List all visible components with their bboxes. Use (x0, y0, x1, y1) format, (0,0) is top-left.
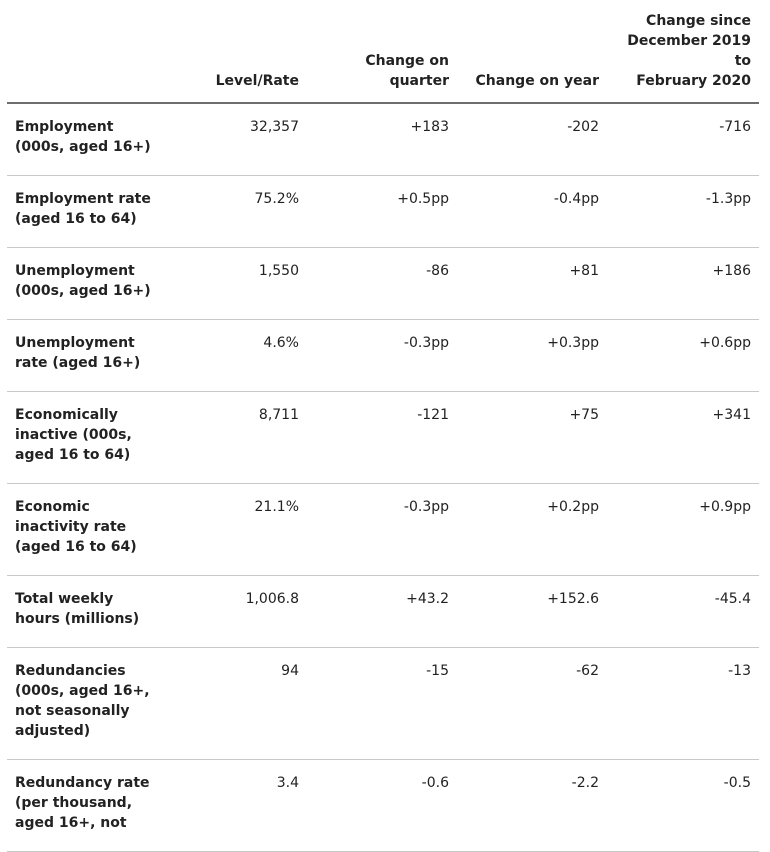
row-label: Unemployment rate (aged 16+) (7, 319, 195, 392)
table-row: Redundancy rate (per thousand, aged 16+, n… (7, 759, 759, 852)
cell-change-since: +0.9pp (607, 483, 759, 576)
cell-change-on-quarter: +0.5pp (307, 175, 457, 248)
row-label-line: Employment (15, 119, 114, 135)
cell-change-on-quarter: -0.6 (307, 759, 457, 852)
table-row: Unemployment (000s, aged 16+) 1,550 -86 +81 +… (7, 247, 759, 320)
row-label-line: adjusted) (15, 723, 91, 739)
cell-change-since: +0.6pp (607, 319, 759, 392)
header-line: Change on (365, 53, 449, 69)
cell-level-rate: 32,357 (195, 103, 307, 176)
header-change-on-quarter: Change on quarter (307, 11, 457, 104)
header-row: Level/Rate Change on quarter Change on year… (7, 11, 759, 104)
cell-change-since: -1.3pp (607, 175, 759, 248)
row-label-line: (000s, aged 16+, (15, 683, 150, 699)
row-label: Employment (000s, aged 16+) (7, 103, 195, 176)
row-label: Economic inactivity rate (aged 16 to 64) (7, 483, 195, 576)
header-metric (7, 11, 195, 104)
cell-change-since: -0.5 (607, 759, 759, 852)
header-line: February 2020 (636, 73, 751, 89)
table-row: Economic inactivity rate (aged 16 to 64) 21… (7, 483, 759, 576)
table-row: Redundancies (000s, aged 16+, not seasonal… (7, 647, 759, 760)
cell-change-on-year: +0.2pp (457, 483, 607, 576)
cell-change-on-quarter: -0.3pp (307, 319, 457, 392)
row-label-line: inactive (000s, (15, 427, 132, 443)
row-label-line: Economically (15, 407, 118, 423)
row-label-line: (000s, aged 16+) (15, 283, 151, 299)
cell-change-on-year: +75 (457, 391, 607, 484)
cell-change-on-year: +0.3pp (457, 319, 607, 392)
header-line: Change on year (475, 73, 599, 89)
row-label-line: Redundancy rate (15, 775, 150, 791)
row-label-line: Total weekly (15, 591, 114, 607)
cell-change-since: -716 (607, 103, 759, 176)
labour-market-table: Level/Rate Change on quarter Change on year… (7, 11, 759, 852)
row-label-line: hours (millions) (15, 611, 140, 627)
row-label-line: (000s, aged 16+) (15, 139, 151, 155)
row-label-line: Redundancies (15, 663, 126, 679)
cell-level-rate: 8,711 (195, 391, 307, 484)
row-label: Total weekly hours (millions) (7, 575, 195, 648)
row-label-line: not seasonally (15, 703, 130, 719)
cell-change-on-quarter: -121 (307, 391, 457, 484)
row-label: Economically inactive (000s, aged 16 to 64… (7, 391, 195, 484)
header-change-since-dec-feb: Change since December 2019 to February 202… (607, 11, 759, 104)
cell-change-on-year: -62 (457, 647, 607, 760)
cell-change-on-quarter: +183 (307, 103, 457, 176)
cell-change-on-quarter: +43.2 (307, 575, 457, 648)
cell-change-on-year: -202 (457, 103, 607, 176)
cell-level-rate: 1,006.8 (195, 575, 307, 648)
cell-level-rate: 75.2% (195, 175, 307, 248)
row-label: Employment rate (aged 16 to 64) (7, 175, 195, 248)
row-label-line: aged 16 to 64) (15, 447, 131, 463)
header-change-on-year: Change on year (457, 11, 607, 104)
header-line: December 2019 to (627, 33, 751, 69)
table-header: Level/Rate Change on quarter Change on year… (7, 11, 759, 104)
cell-change-since: +186 (607, 247, 759, 320)
row-label-line: Employment rate (15, 191, 151, 207)
header-line: Level/Rate (215, 73, 299, 89)
row-label-line: rate (aged 16+) (15, 355, 141, 371)
header-level-rate: Level/Rate (195, 11, 307, 104)
cell-level-rate: 94 (195, 647, 307, 760)
cell-level-rate: 3.4 (195, 759, 307, 852)
cell-change-since: +341 (607, 391, 759, 484)
header-line: quarter (389, 73, 449, 89)
cell-change-on-quarter: -86 (307, 247, 457, 320)
row-label-line: (aged 16 to 64) (15, 211, 137, 227)
cell-change-on-year: +152.6 (457, 575, 607, 648)
row-label-line: Unemployment (15, 263, 135, 279)
cell-change-on-quarter: -15 (307, 647, 457, 760)
header-line: Change since (646, 13, 751, 29)
row-label-line: Unemployment (15, 335, 135, 351)
row-label: Redundancies (000s, aged 16+, not seasonal… (7, 647, 195, 760)
table-row: Economically inactive (000s, aged 16 to 64… (7, 391, 759, 484)
row-label-line: (aged 16 to 64) (15, 539, 137, 555)
cell-change-on-quarter: -0.3pp (307, 483, 457, 576)
row-label-line: Economic (15, 499, 90, 515)
table-row: Employment rate (aged 16 to 64) 75.2% +0.5p… (7, 175, 759, 248)
row-label-line: (per thousand, (15, 795, 133, 811)
row-label: Redundancy rate (per thousand, aged 16+, n… (7, 759, 195, 852)
cell-level-rate: 21.1% (195, 483, 307, 576)
table-row: Total weekly hours (millions) 1,006.8 +43.2… (7, 575, 759, 648)
cell-level-rate: 4.6% (195, 319, 307, 392)
cell-change-since: -45.4 (607, 575, 759, 648)
row-label-line: aged 16+, not (15, 815, 127, 831)
row-label-line: inactivity rate (15, 519, 127, 535)
table-row: Unemployment rate (aged 16+) 4.6% -0.3pp +0.… (7, 319, 759, 392)
row-label: Unemployment (000s, aged 16+) (7, 247, 195, 320)
cell-change-on-year: -0.4pp (457, 175, 607, 248)
table-body: Employment (000s, aged 16+) 32,357 +183 -202… (7, 103, 759, 852)
cell-change-on-year: +81 (457, 247, 607, 320)
cell-change-since: -13 (607, 647, 759, 760)
cell-level-rate: 1,550 (195, 247, 307, 320)
cell-change-on-year: -2.2 (457, 759, 607, 852)
table-row: Employment (000s, aged 16+) 32,357 +183 -202… (7, 103, 759, 176)
